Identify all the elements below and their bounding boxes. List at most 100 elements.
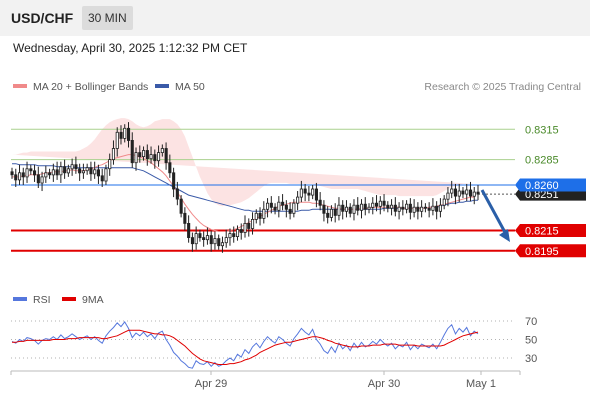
candle-down [232, 233, 236, 238]
rsi-legend: RSI 9MA [13, 294, 104, 306]
candle-down [21, 172, 25, 178]
candle-down [33, 170, 37, 176]
candle-down [284, 204, 288, 210]
candle-up [262, 208, 266, 219]
candle-down [179, 198, 183, 214]
x-tick-label-2: Apr 30 [368, 378, 400, 390]
candle-down [356, 204, 360, 211]
rsi-panel: 70 50 30 [11, 316, 537, 369]
chart-timestamp: Wednesday, April 30, 2025 1:12:32 PM CET [13, 41, 248, 55]
candle-down [183, 212, 187, 224]
candle-up [93, 169, 97, 175]
projection-arrow-head [499, 229, 510, 242]
candle-up [85, 167, 89, 172]
candle-up [465, 189, 469, 195]
candle-up [438, 204, 442, 212]
candle-down [326, 212, 330, 218]
candle-down [145, 150, 149, 160]
candle-down [202, 237, 206, 241]
candle-up [371, 202, 375, 208]
ma20-line [12, 154, 475, 232]
candle-down [386, 204, 390, 209]
candle-up [405, 203, 409, 210]
candle-up [235, 229, 240, 237]
candle-up [344, 206, 348, 212]
support-label-2-tag [515, 244, 586, 258]
candle-up [81, 170, 86, 174]
candle-up [254, 212, 258, 220]
candle-down [363, 203, 367, 210]
candle-up [224, 237, 228, 244]
main-legend: MA 20 + Bollinger Bands MA 50 Research ©… [13, 81, 581, 93]
interval-button[interactable]: 30 MIN [82, 6, 133, 30]
candle-up [442, 198, 446, 206]
x-tick-label-1: Apr 29 [195, 378, 227, 390]
candle-up [156, 152, 161, 162]
candle-down [476, 191, 480, 195]
candle-up [59, 166, 63, 176]
rsi-tick-30: 30 [525, 353, 537, 365]
candle-down [382, 200, 386, 206]
candle-up [412, 206, 416, 213]
rsi-ma-line [12, 329, 479, 365]
candle-down [217, 238, 221, 247]
candle-up [66, 168, 70, 174]
resistance-label-2: 0.8285 [525, 155, 559, 167]
candle-down [127, 127, 131, 141]
candle-up [141, 150, 146, 157]
current-price-label: 0.8251 [525, 189, 559, 201]
chart-header: USD/CHF 30 MIN [0, 0, 590, 36]
candle-down [100, 175, 104, 182]
candle-up [194, 233, 198, 245]
price-levels [11, 128, 515, 252]
candle-up [450, 188, 454, 194]
candle-down [247, 222, 251, 229]
candle-down [435, 205, 439, 212]
candle-down [307, 192, 311, 196]
candle-down [14, 174, 18, 181]
x-axis: Apr 29 Apr 30 May 1 [10, 371, 521, 390]
candle-down [36, 174, 40, 184]
candle-down [239, 229, 243, 233]
candle-down [175, 188, 179, 200]
candle-down [303, 188, 307, 194]
candle-up [123, 127, 127, 139]
candle-up [431, 205, 435, 211]
candle-down [408, 203, 412, 213]
candle-down [172, 172, 176, 190]
projection-arrow-shaft [480, 189, 509, 237]
candle-down [48, 172, 52, 176]
candle-up [329, 208, 333, 218]
support-label-1-tag [515, 224, 586, 238]
candle-down [209, 235, 213, 245]
credit-text: Research © 2025 Trading Central [424, 81, 581, 93]
candle-up [277, 201, 281, 211]
candle-up [17, 172, 22, 181]
candle-down [258, 212, 262, 219]
candle-up [292, 202, 296, 214]
candle-down [168, 162, 172, 174]
candle-up [250, 218, 255, 229]
candle-down [393, 204, 397, 212]
candle-down [138, 152, 142, 158]
candle-up [311, 188, 315, 196]
candle-down [78, 168, 82, 174]
rsi-legend-label: RSI [33, 294, 51, 306]
candle-up [51, 169, 55, 176]
candle-down [10, 171, 14, 176]
candle-down [461, 190, 465, 195]
candle-down [333, 208, 337, 216]
candle-down [164, 148, 168, 164]
candle-down [273, 206, 277, 211]
rsi-ma-legend-swatch [62, 297, 76, 301]
candle-down [427, 207, 431, 211]
candle-down [119, 131, 123, 139]
candle-down [74, 164, 78, 170]
candle-down [187, 222, 191, 238]
candle-down [288, 208, 292, 214]
rsi-line [11, 321, 479, 369]
candle-down [190, 237, 195, 245]
candle-up [265, 202, 270, 210]
bollinger-band-fill [12, 118, 475, 207]
